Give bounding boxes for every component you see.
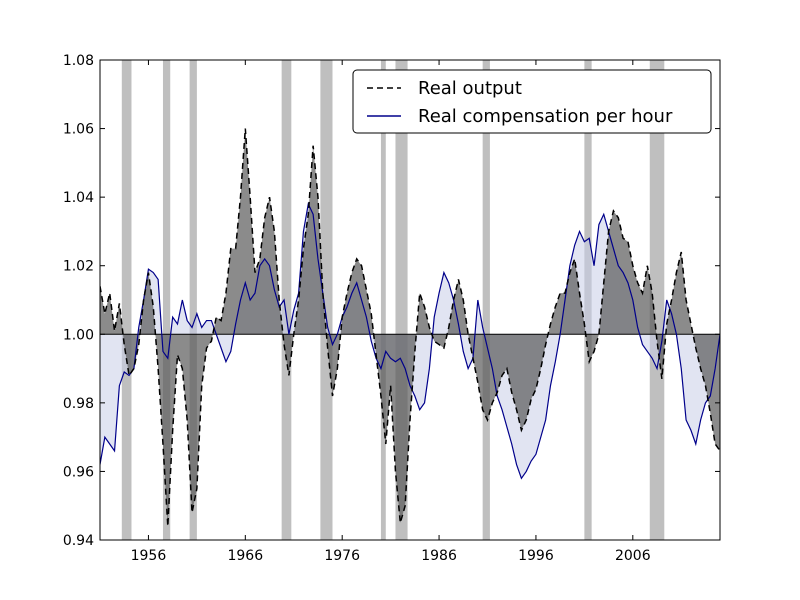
area-real-output [100, 128, 720, 527]
legend-label-real-compensation: Real compensation per hour [418, 106, 673, 127]
plot-frame [99, 59, 721, 541]
y-tick-label: 0.96 [63, 464, 94, 480]
recession-band-5 [320, 60, 333, 540]
recession-band-1 [121, 60, 132, 540]
recession-band-8 [482, 60, 490, 540]
y-tick-label: 1.06 [63, 122, 94, 138]
y-tick-label: 0.94 [63, 533, 94, 549]
recession-band-4 [281, 60, 292, 540]
y-tick-label: 0.98 [63, 396, 94, 412]
recession-band-2 [162, 60, 171, 540]
legend-label-real-output: Real output [418, 78, 522, 99]
legend: Real output Real compensation per hour [352, 69, 712, 134]
x-tick-label: 1966 [227, 548, 263, 564]
y-tick-label: 1.02 [63, 259, 94, 275]
x-tick-label: 2006 [615, 548, 651, 564]
legend-box [352, 69, 712, 134]
x-tick-label: 1956 [131, 548, 167, 564]
recession-band-3 [189, 60, 197, 540]
x-tick-label: 1986 [421, 548, 457, 564]
x-tick-label: 1996 [518, 548, 554, 564]
plot-area [100, 60, 720, 540]
y-tick-label: 1.08 [63, 53, 94, 69]
series-line-real-compensation [100, 202, 720, 480]
y-tick-label: 1.04 [63, 190, 94, 206]
series-line-real-output [100, 128, 720, 527]
recession-band-6 [380, 60, 386, 540]
recession-band-10 [649, 60, 665, 540]
axes: 0.94 0.96 0.98 1.00 1.02 1.04 1.06 1.08 1956 1966… [63, 53, 720, 564]
y-tick-label: 1.00 [63, 327, 94, 343]
x-tick-label: 1976 [324, 548, 360, 564]
